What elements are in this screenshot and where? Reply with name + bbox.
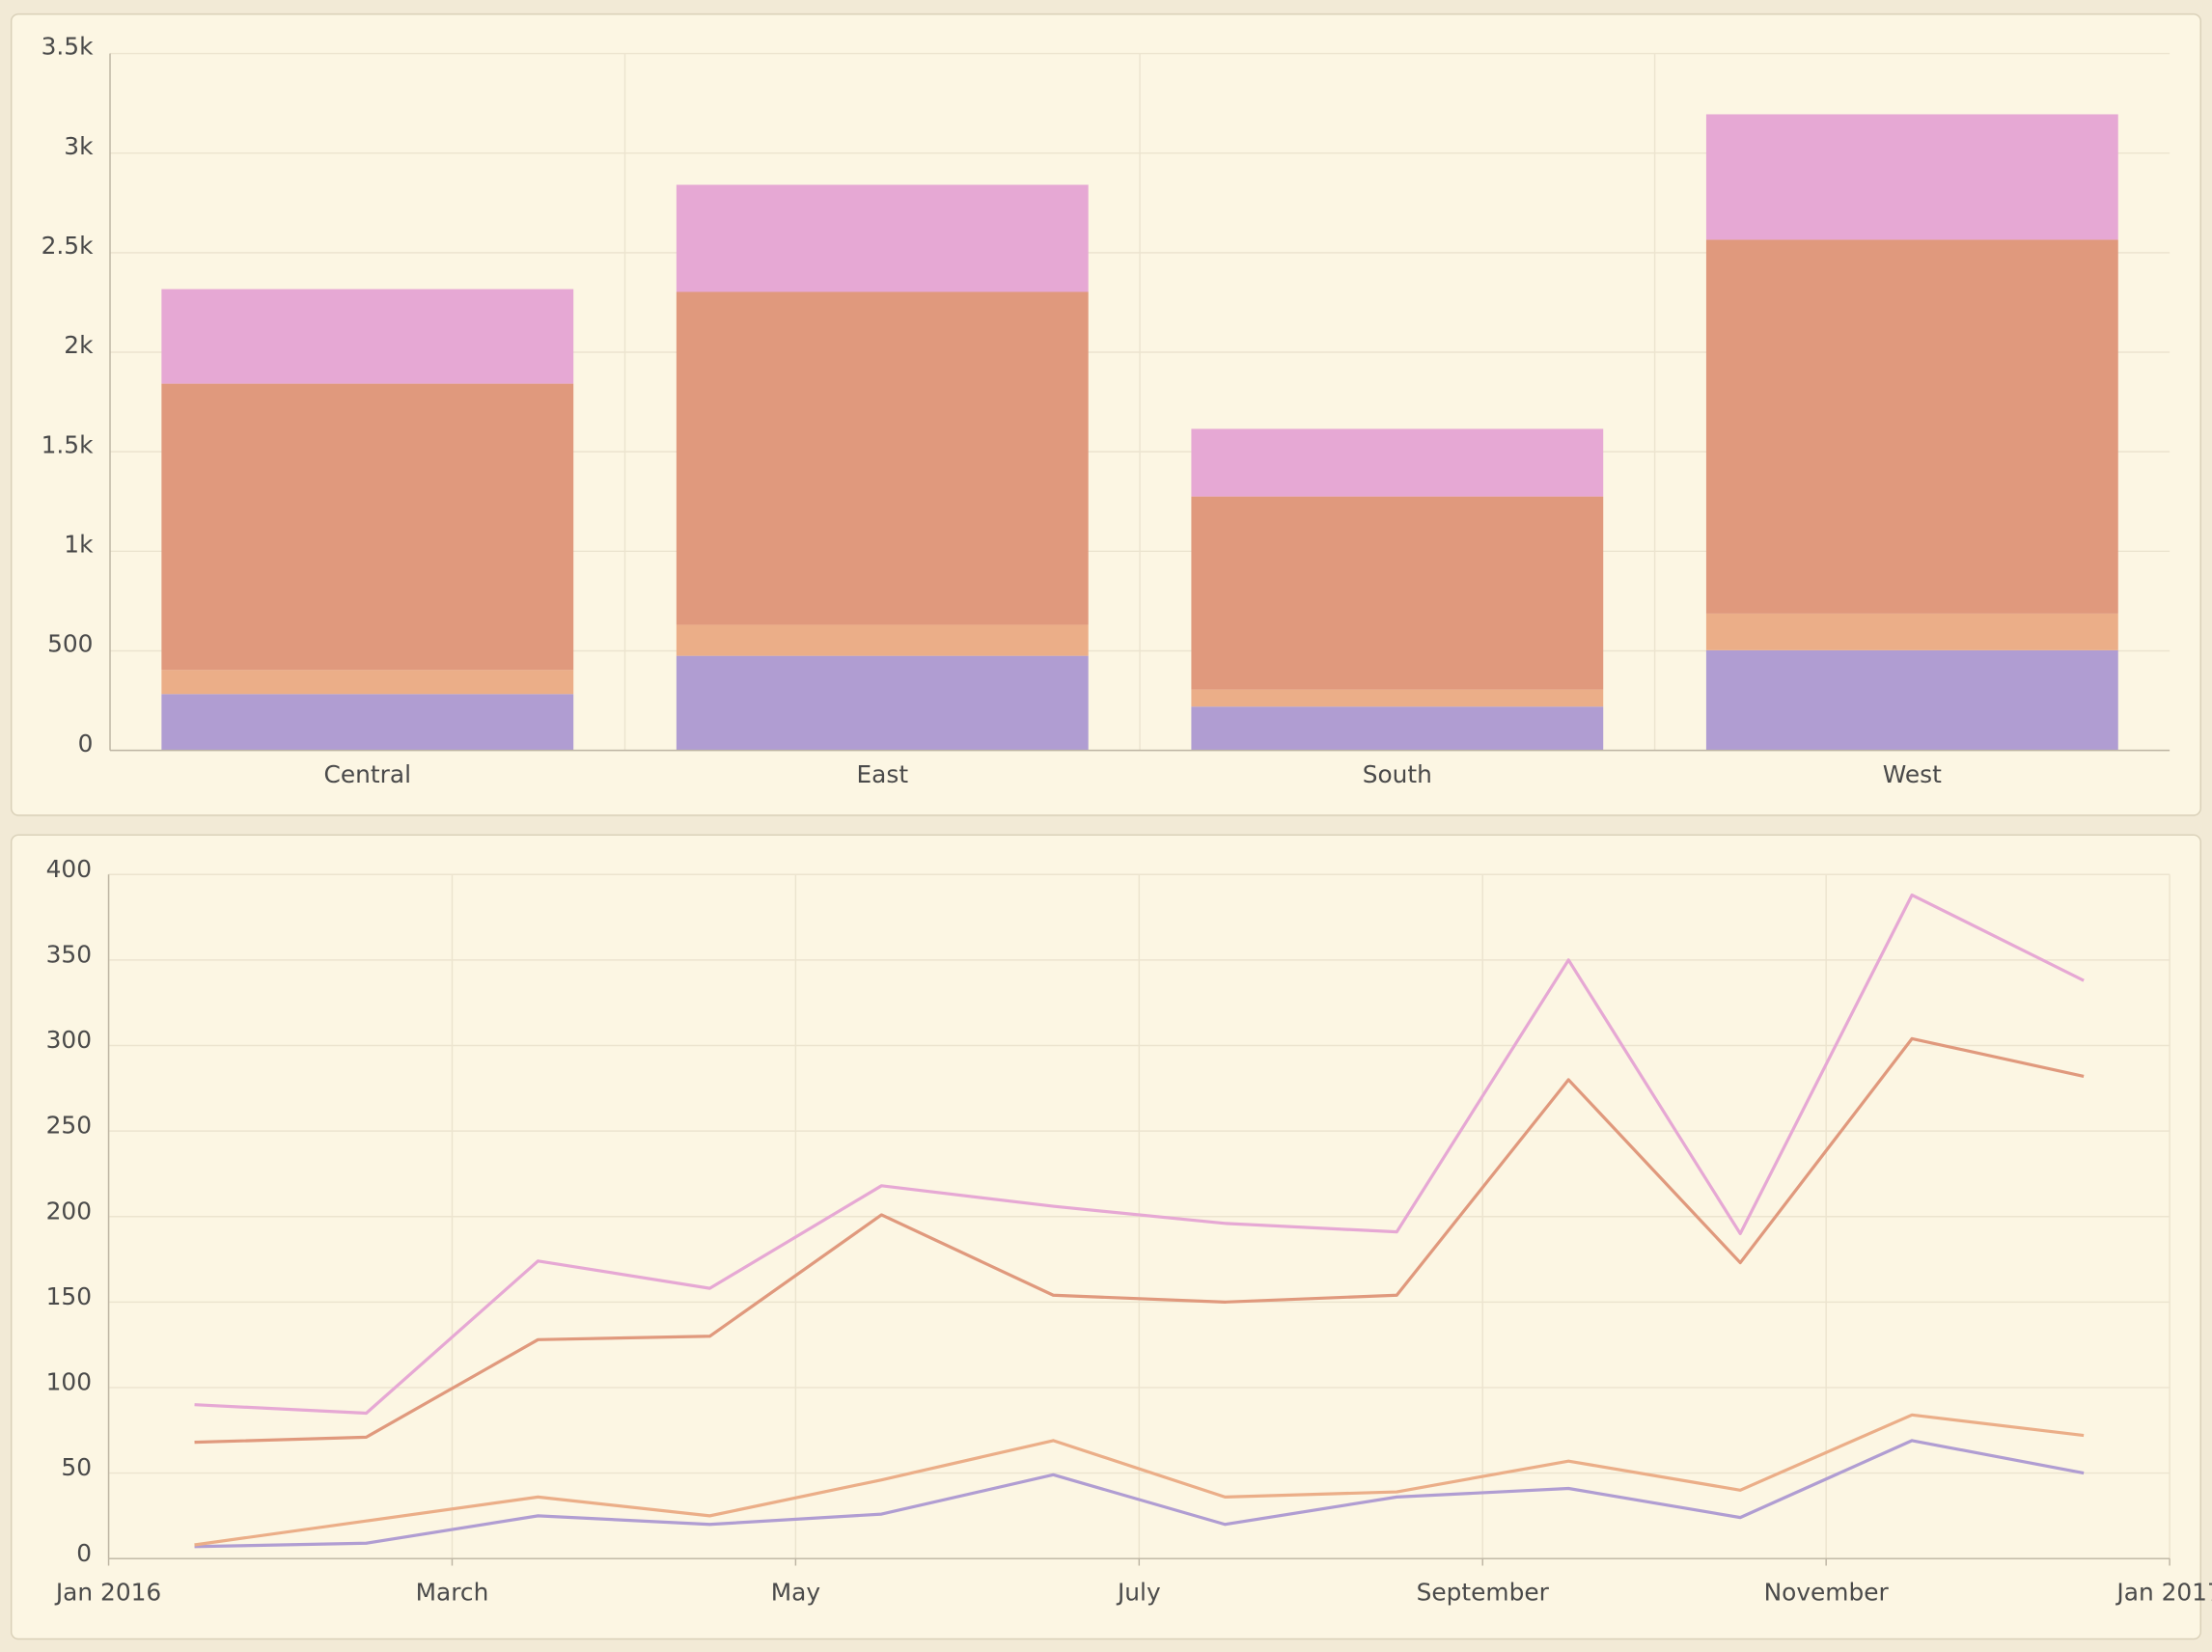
x-tick-label: March: [416, 1579, 489, 1607]
bar-segment: [676, 184, 1089, 292]
y-tick-label: 400: [46, 855, 92, 883]
line-panel: [10, 834, 2201, 1640]
x-tick-label: November: [1764, 1579, 1890, 1607]
y-tick-label: 200: [46, 1197, 92, 1225]
y-tick-label: 0: [76, 1539, 92, 1567]
y-tick-label: 2.5k: [41, 232, 94, 260]
y-tick-label: 350: [46, 940, 92, 968]
bar-segment: [1191, 428, 1604, 497]
y-tick-label: 50: [61, 1453, 92, 1481]
y-tick-label: 0: [78, 730, 94, 757]
y-tick-label: 500: [47, 630, 93, 658]
y-tick-label: 150: [46, 1282, 92, 1310]
series-line: [194, 1413, 2085, 1547]
y-tick-label: 1.5k: [41, 430, 94, 458]
y-tick-label: 1k: [64, 530, 94, 558]
y-tick-label: 100: [46, 1368, 92, 1396]
y-tick-label: 2k: [64, 331, 94, 359]
series-line: [194, 1036, 2085, 1445]
x-tick-label: Jan 2017: [2115, 1579, 2212, 1607]
x-tick-label: South: [1363, 760, 1432, 788]
x-tick-label: Jan 2016: [54, 1579, 161, 1607]
y-tick-label: 250: [46, 1112, 92, 1140]
x-tick-label: September: [1417, 1579, 1550, 1607]
bar-segment: [1705, 613, 2118, 650]
bar-segment: [1191, 689, 1604, 707]
x-tick-label: Central: [324, 760, 411, 788]
bar-segment: [1705, 649, 2118, 751]
bar-segment: [161, 383, 574, 671]
x-tick-label: July: [1116, 1579, 1161, 1607]
bar-segment: [676, 624, 1089, 656]
x-tick-label: East: [857, 760, 909, 788]
series-line: [194, 1439, 2085, 1549]
bar-segment: [161, 289, 574, 384]
bar-segment: [676, 291, 1089, 625]
x-tick-label: May: [771, 1579, 820, 1607]
bar-segment: [161, 694, 574, 751]
bar-segment: [1191, 706, 1604, 751]
bar-segment: [1705, 239, 2118, 614]
bar-segment: [161, 670, 574, 695]
x-tick-label: West: [1883, 760, 1942, 788]
bar-segment: [1191, 496, 1604, 690]
y-tick-label: 3.5k: [41, 33, 94, 61]
bar-segment: [1705, 114, 2118, 240]
y-tick-label: 3k: [64, 132, 94, 160]
bar-segment: [676, 655, 1089, 751]
y-tick-label: 300: [46, 1026, 92, 1054]
series-line: [194, 893, 2085, 1416]
